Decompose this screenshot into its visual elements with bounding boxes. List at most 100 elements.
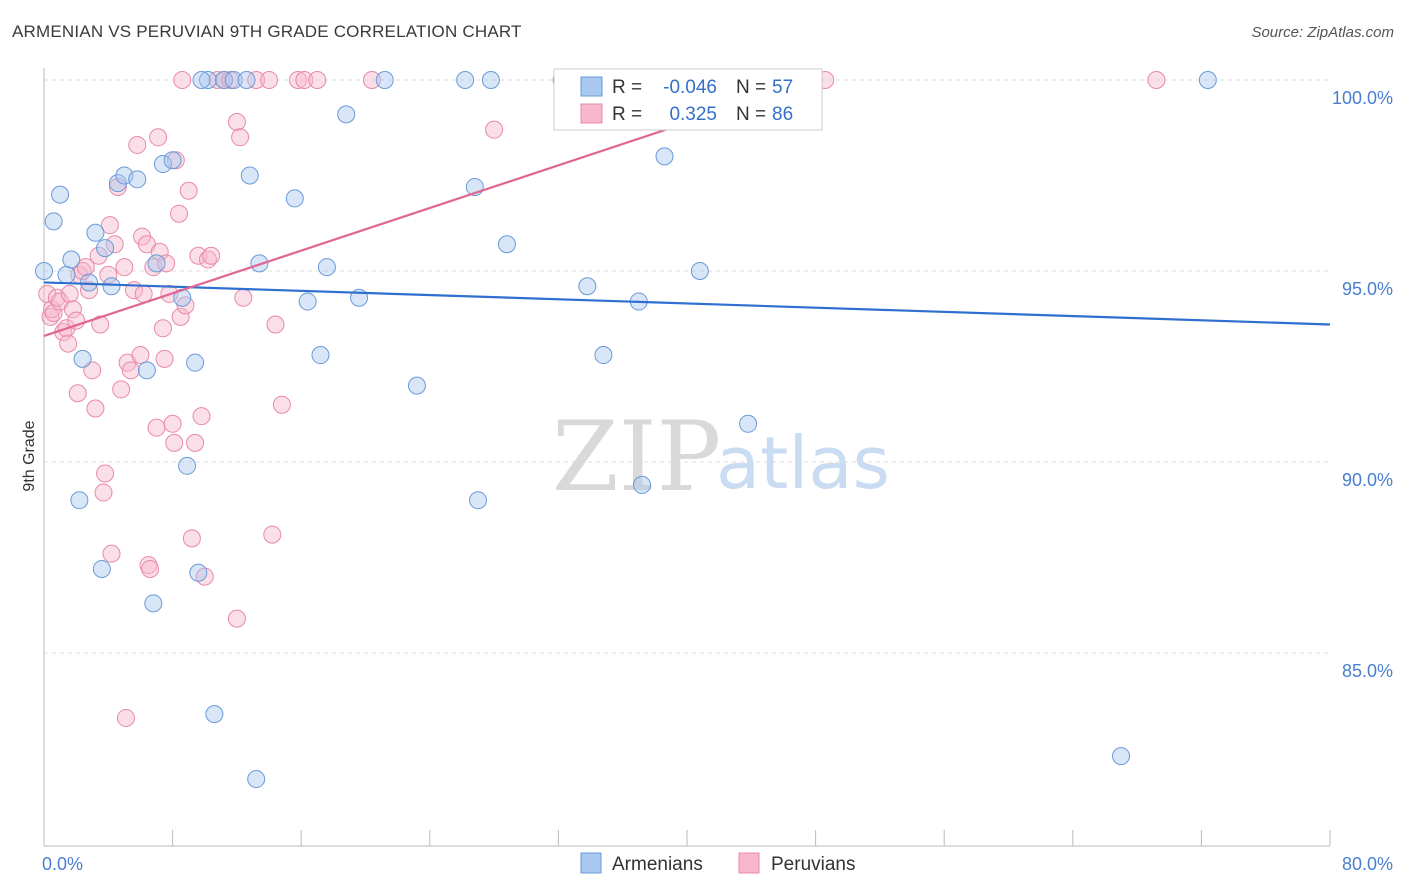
peruvians-point-52	[170, 204, 189, 223]
peruvians-swatch	[580, 103, 603, 124]
armenians-point-32	[298, 292, 317, 311]
y-tick-label-95: 95.0%	[1342, 279, 1393, 299]
y-axis-label: 9th Grade	[21, 420, 38, 491]
peruvians-point-75	[288, 71, 307, 89]
peruvians-point-40	[141, 559, 160, 578]
peruvians-point-19	[89, 246, 108, 265]
armenians-point-5	[73, 349, 92, 368]
armenians-point-26	[224, 71, 243, 89]
peruvians-point-50	[165, 433, 184, 452]
grid	[44, 79, 1330, 654]
correlation-legend: R = -0.046 N = 57 R = 0.325 N = 86	[553, 68, 823, 131]
peruvians-n-label: N =	[736, 104, 766, 125]
peruvians-point-3	[44, 304, 63, 323]
peruvians-point-42	[147, 418, 166, 437]
armenians-point-3	[57, 265, 76, 284]
peruvians-point-73	[266, 315, 285, 334]
armenians-point-31	[285, 189, 304, 208]
peruvians-point-76	[295, 71, 314, 89]
peruvians-point-47	[157, 254, 176, 273]
peruvians-point-68	[231, 128, 250, 147]
armenians-point-42	[481, 71, 500, 89]
legend-armenians-label: Armenians	[612, 854, 703, 875]
peruvians-points	[38, 71, 1166, 727]
x-ticks	[43, 830, 1331, 846]
armenians-point-27	[237, 71, 256, 89]
watermark-zip: ZIP	[552, 401, 721, 513]
armenians-point-7	[86, 223, 105, 242]
peruvians-point-62	[202, 246, 221, 265]
armenians-point-8	[92, 559, 111, 578]
armenians-point-20	[178, 456, 197, 475]
peruvians-point-25	[102, 544, 121, 563]
armenians-point-48	[632, 475, 651, 494]
armenians-r-label: R =	[612, 77, 642, 98]
armenians-point-46	[594, 346, 613, 365]
peruvians-point-15	[76, 258, 95, 277]
source-label: Source: ZipAtlas.com	[1251, 24, 1394, 41]
armenians-point-29	[247, 770, 266, 789]
peruvians-point-43	[149, 128, 168, 147]
armenians-point-9	[96, 239, 115, 258]
armenians-point-1	[44, 212, 63, 231]
armenians-point-56	[192, 71, 211, 89]
peruvians-point-29	[115, 258, 134, 277]
peruvians-point-66	[227, 609, 246, 628]
armenians-point-41	[469, 491, 488, 510]
armenians-point-28	[240, 166, 259, 185]
peruvians-point-77	[308, 71, 327, 89]
peruvians-point-32	[121, 361, 140, 380]
peruvians-point-23	[99, 265, 118, 284]
armenians-point-45	[578, 277, 597, 296]
armenians-point-22	[189, 563, 208, 582]
chart-title: ARMENIAN VS PERUVIAN 9TH GRADE CORRELATI…	[12, 22, 522, 41]
peruvians-point-10	[63, 300, 82, 319]
peruvians-n-value: 86	[772, 104, 793, 125]
peruvians-point-53	[171, 307, 190, 326]
peruvians-point-9	[60, 284, 79, 303]
peruvians-point-17	[83, 361, 102, 380]
peruvians-point-35	[131, 346, 150, 365]
peruvians-point-20	[91, 315, 110, 334]
peruvians-point-18	[86, 399, 105, 418]
armenians-point-54	[1198, 71, 1217, 89]
armenians-point-55	[70, 491, 89, 510]
y-tick-label-90: 90.0%	[1342, 470, 1393, 490]
armenians-point-17	[153, 155, 172, 174]
peruvians-point-27	[108, 177, 127, 196]
peruvians-r-value: 0.325	[669, 104, 717, 125]
legend-peruvians-label: Peruvians	[771, 854, 856, 875]
peruvians-point-22	[96, 464, 115, 483]
peruvians-point-79	[485, 120, 504, 139]
armenians-point-50	[690, 262, 709, 280]
peruvians-point-78	[362, 71, 381, 89]
series-legend: Armenians Peruvians	[580, 852, 856, 875]
watermark-atlas: atlas	[716, 421, 890, 505]
armenians-point-21	[186, 353, 205, 372]
armenians-point-38	[407, 376, 426, 395]
armenians-point-23	[198, 71, 217, 89]
legend-armenians-swatch	[580, 852, 602, 874]
peruvians-point-46	[155, 349, 174, 368]
peruvians-point-28	[112, 380, 131, 399]
armenians-point-11	[108, 174, 127, 193]
peruvians-point-30	[116, 708, 135, 727]
armenians-point-39	[456, 71, 475, 89]
peruvians-point-63	[208, 71, 227, 89]
peruvians-point-85	[173, 71, 192, 89]
legend-peruvians-swatch	[738, 852, 760, 874]
peruvians-point-70	[247, 71, 266, 89]
armenians-point-53	[1112, 747, 1131, 766]
armenians-point-10	[102, 277, 121, 296]
peruvians-point-12	[68, 384, 87, 403]
armenians-point-34	[317, 258, 336, 277]
armenians-point-14	[137, 361, 156, 380]
x-tick-label-min: 0.0%	[42, 854, 83, 874]
armenians-point-37	[375, 71, 394, 89]
peruvians-point-69	[234, 288, 253, 307]
armenians-r-value: -0.046	[663, 77, 717, 98]
armenians-swatch	[580, 76, 603, 97]
peruvians-point-26	[105, 235, 124, 254]
armenians-points	[35, 71, 1217, 789]
peruvians-point-84	[1147, 71, 1166, 89]
